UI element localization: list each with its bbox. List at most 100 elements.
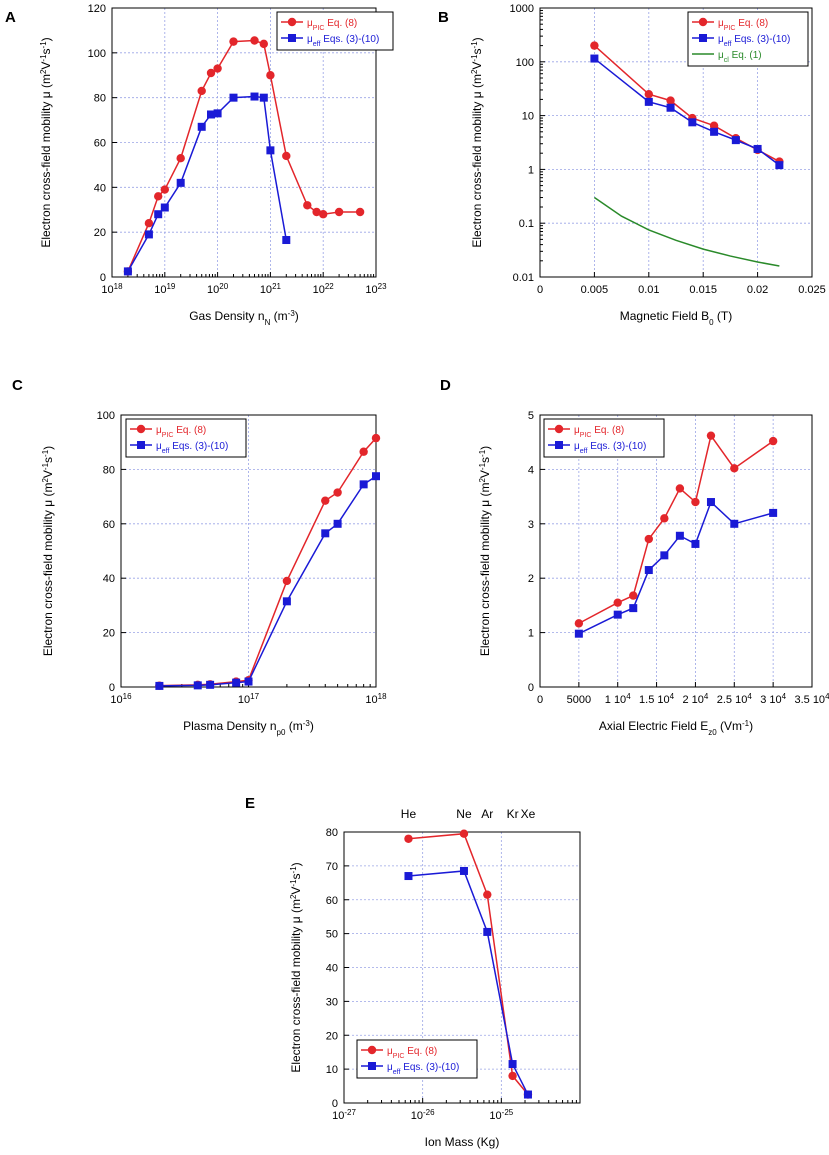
x-tick-label: 0.005	[581, 284, 609, 296]
y-tick-label: 80	[103, 464, 115, 476]
square-marker	[691, 539, 700, 548]
series-eff	[155, 472, 380, 690]
circle-marker	[371, 433, 381, 443]
y-tick-label: 120	[88, 3, 106, 15]
legend-box	[125, 418, 247, 458]
y-tick-label: 50	[326, 929, 338, 941]
y-tick-label: 100	[516, 57, 534, 69]
legend: μPIC Eq. (8) μeff Eqs. (3)-(10)	[356, 1039, 478, 1079]
square-marker	[266, 146, 275, 155]
square-marker	[483, 927, 492, 936]
y-tick-label: 60	[326, 895, 338, 907]
legend-entry: μPIC Eq. (8)	[387, 1046, 437, 1060]
circle-marker	[144, 219, 154, 228]
circle-marker	[154, 192, 163, 201]
gas-label: Ne	[456, 807, 472, 821]
plot-frame	[539, 414, 813, 688]
square-marker	[644, 566, 653, 575]
circle-marker	[613, 598, 622, 607]
x-tick-label: 1017	[238, 692, 260, 707]
series-line	[578, 500, 774, 635]
circle-marker	[644, 89, 653, 99]
panel-d: D0 5000 1 104 1.5 104 2 104 2.5 104 3 104 3.5 1…	[440, 377, 829, 737]
panel-label: D	[440, 377, 451, 394]
circle-marker	[359, 447, 368, 456]
x-tick-label: 2.5 104	[717, 692, 753, 707]
circle-marker	[706, 431, 716, 440]
circle-marker	[282, 151, 291, 161]
circle-marker	[675, 484, 685, 493]
panel-a: A 1018 1019 1020 1021 1022 1023 0 20 40 60 80 100 120…	[5, 3, 394, 327]
y-tick-label: 1	[528, 164, 534, 176]
circle-marker	[176, 153, 185, 163]
y-tick-label: 100	[97, 410, 115, 422]
y-tick-label: 0	[100, 272, 106, 284]
circle-marker	[206, 68, 216, 78]
y-tick-label: 20	[103, 628, 115, 640]
y-tick-label: 0	[332, 1098, 338, 1110]
square-marker	[688, 118, 697, 127]
square-marker	[207, 110, 216, 119]
x-axis-label: Axial Electric Field Ez0 (Vm-1)	[599, 719, 753, 737]
square-marker	[359, 480, 368, 489]
circle-marker	[213, 64, 222, 73]
series-pic	[574, 431, 778, 628]
x-tick-label: 1018	[101, 282, 123, 297]
legend-entry: μcl Eq. (1)	[718, 50, 762, 64]
gas-label: Kr	[507, 807, 519, 821]
x-tick-label: 1019	[154, 282, 176, 297]
square-marker	[753, 144, 762, 153]
circle-marker	[768, 436, 778, 446]
square-marker	[769, 508, 778, 517]
x-tick-label: 1023	[365, 282, 387, 297]
legend-entry: μPIC Eq. (8)	[574, 425, 624, 439]
y-tick-label: 20	[94, 227, 106, 239]
square-marker	[229, 93, 238, 102]
y-tick-label: 60	[94, 138, 106, 150]
legend-marker	[698, 17, 708, 27]
legend-marker	[554, 424, 564, 434]
circle-marker	[266, 71, 275, 80]
circle-marker	[250, 36, 259, 45]
legend: μPIC Eq. (8) μeff Eqs. (3)-(10) μcl Eq. (1…	[687, 11, 809, 67]
square-marker	[244, 677, 253, 686]
square-marker	[197, 122, 206, 131]
y-tick-label: 4	[528, 464, 534, 476]
legend-entry: μeff Eqs. (3)-(10)	[718, 34, 790, 48]
circle-marker	[574, 619, 584, 628]
legend-marker	[136, 424, 146, 434]
panel-label: C	[12, 377, 23, 394]
square-marker	[523, 1090, 532, 1099]
x-tick-label: 1021	[260, 282, 282, 297]
y-tick-label: 70	[326, 861, 338, 873]
square-marker	[213, 109, 222, 118]
circle-marker	[282, 576, 292, 586]
legend-marker	[699, 34, 707, 42]
gas-label: He	[401, 807, 417, 821]
square-marker	[731, 136, 740, 145]
square-marker	[629, 604, 638, 613]
x-tick-label: 1016	[110, 692, 132, 707]
x-tick-label: 1020	[207, 282, 229, 297]
circle-marker	[333, 488, 342, 497]
y-tick-label: 40	[103, 573, 115, 585]
y-axis-label: Electron cross-field mobility μ (m2V-1s-…	[289, 862, 304, 1072]
y-tick-label: 1	[528, 628, 534, 640]
square-marker	[193, 681, 202, 690]
series-eff	[590, 54, 784, 170]
legend-marker	[287, 17, 297, 27]
square-marker	[613, 610, 622, 619]
panel-b: B 0 0.005 0.01 0.015 0.02 0.025 0.01 0.1 1 10 100 10…	[438, 3, 826, 327]
circle-marker	[355, 207, 365, 217]
square-marker	[508, 1060, 517, 1069]
series-eff	[404, 866, 532, 1099]
y-tick-label: 10	[522, 111, 534, 123]
square-marker	[123, 267, 132, 276]
y-tick-label: 10	[326, 1064, 338, 1076]
circle-marker	[160, 185, 169, 194]
x-tick-label: 0	[537, 694, 543, 706]
square-marker	[710, 127, 719, 136]
square-marker	[160, 203, 169, 212]
series-line	[127, 95, 288, 272]
